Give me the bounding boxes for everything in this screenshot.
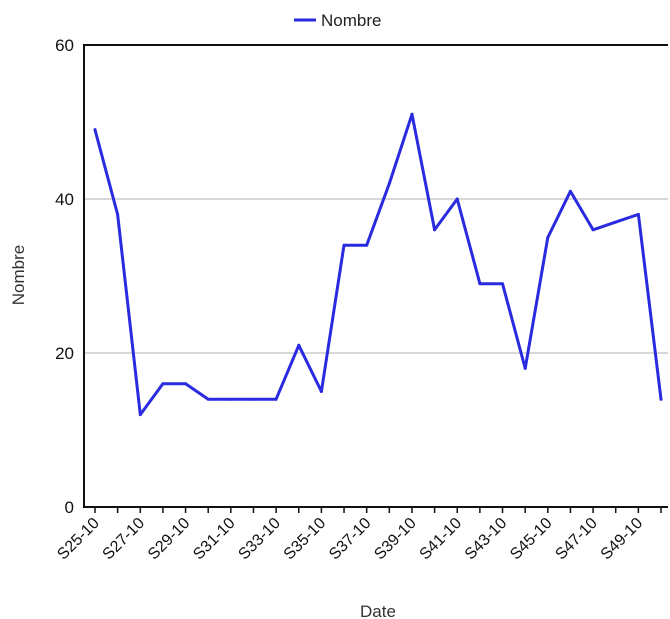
y-tick-label: 60 (55, 36, 74, 55)
data-point (659, 397, 663, 401)
data-point (138, 413, 142, 417)
y-axis-title: Nombre (9, 245, 28, 305)
data-point (591, 228, 595, 232)
data-point (636, 212, 640, 216)
x-tick-label: S47-10 (552, 515, 601, 564)
grid-lines (84, 198, 668, 354)
data-point (501, 282, 505, 286)
x-tick-label: S37-10 (326, 515, 375, 564)
x-axis-title: Date (360, 602, 396, 619)
legend: Nombre (294, 11, 381, 30)
data-point (251, 397, 255, 401)
series-layer (93, 112, 663, 417)
x-axis-ticks: S25-10S27-10S29-10S31-10S33-10S35-10S37-… (54, 507, 662, 564)
data-point (433, 228, 437, 232)
data-point (365, 243, 369, 247)
data-point (410, 112, 414, 116)
y-tick-label: 40 (55, 190, 74, 209)
data-point (206, 397, 210, 401)
data-point (523, 366, 527, 370)
x-tick-label: S33-10 (235, 515, 284, 564)
data-point (478, 282, 482, 286)
y-axis-ticks: 0 20 40 60 (55, 36, 74, 517)
data-point (184, 382, 188, 386)
data-point (568, 189, 572, 193)
data-point (274, 397, 278, 401)
data-point (93, 128, 97, 132)
data-point (387, 182, 391, 186)
data-point (297, 343, 301, 347)
x-tick-label: S29-10 (145, 515, 194, 564)
x-tick-label: S25-10 (54, 515, 103, 564)
legend-label-nombre: Nombre (321, 11, 381, 30)
x-tick-label: S35-10 (281, 515, 330, 564)
axes (83, 44, 668, 508)
data-point (229, 397, 233, 401)
x-tick-label: S39-10 (371, 515, 420, 564)
data-point (319, 390, 323, 393)
data-point (614, 220, 618, 224)
data-point (342, 243, 346, 247)
x-tick-label: S31-10 (190, 515, 239, 564)
x-tick-label: S27-10 (100, 515, 149, 564)
x-tick-label: S41-10 (417, 515, 466, 564)
y-tick-label: 20 (55, 344, 74, 363)
series-line-nombre (93, 112, 663, 417)
data-point (546, 236, 550, 239)
data-point (116, 212, 120, 216)
y-tick-label: 0 (65, 498, 74, 517)
x-tick-label: S43-10 (462, 515, 511, 564)
data-point (455, 197, 459, 201)
data-point (161, 382, 165, 386)
x-tick-label: S45-10 (507, 515, 556, 564)
x-tick-label: S49-10 (598, 515, 647, 564)
